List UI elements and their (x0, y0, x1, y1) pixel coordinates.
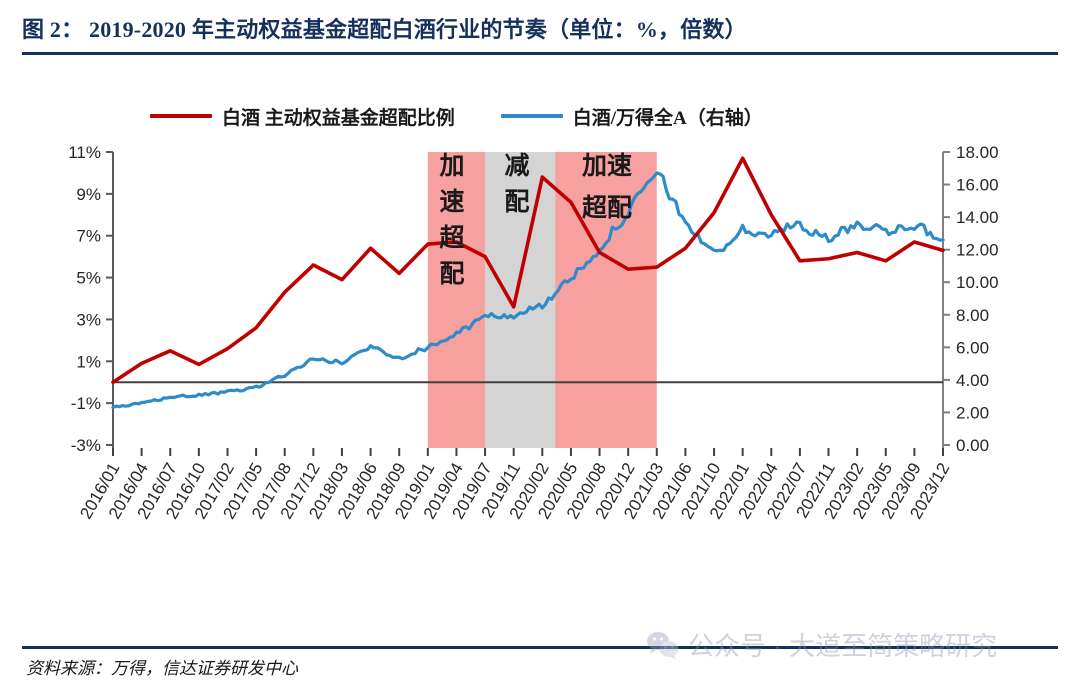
y-left-tick-label: -3% (71, 436, 101, 455)
band-annotation-text: 配 (439, 260, 464, 288)
y-right-tick-label: 10.00 (956, 273, 999, 292)
y-left-tick-label: 3% (76, 310, 101, 329)
band-annotation-text: 减 (504, 152, 529, 180)
y-right-tick-label: 6.00 (956, 338, 989, 357)
title-divider (22, 52, 1058, 55)
band-annotation-text: 加 (438, 152, 464, 180)
footer-divider (22, 646, 1058, 649)
band-annotation-text: 加速 (581, 152, 632, 180)
y-left-tick-label: -1% (71, 394, 101, 413)
y-left-tick-label: 7% (76, 227, 101, 246)
y-right-tick-label: 12.00 (956, 241, 999, 260)
y-right-tick-label: 0.00 (956, 436, 989, 455)
y-right-tick-label: 4.00 (956, 371, 989, 390)
y-left-tick-label: 1% (76, 352, 101, 371)
line-swatch-icon (500, 114, 563, 118)
legend-item-1[interactable]: 白酒/万得全A（右轴） (500, 103, 763, 130)
chart-legend: 白酒 主动权益基金超配比例 白酒/万得全A（右轴） (150, 96, 950, 136)
series-group (111, 156, 945, 410)
y-left-tick-label: 11% (68, 143, 101, 162)
band-annotation-text: 超 (439, 223, 465, 252)
wechat-icon (647, 631, 679, 659)
watermark: 公众号 · 大道至简策略研究 (646, 626, 997, 663)
shaded-band (427, 152, 486, 448)
y-left-tick-label: 9% (76, 185, 101, 204)
chart-svg: 11% 9% 7% 5% 3% 1% -1% -3% 18.00 16.00 14.00 12.00 1… (68, 143, 999, 522)
y-right-tick-label: 14.00 (956, 208, 999, 227)
y-right-tick-label: 8.00 (956, 306, 989, 325)
axes-group (106, 151, 950, 456)
watermark-text: 公众号 · 大道至简策略研究 (688, 631, 998, 661)
y-right-tick-label: 18.00 (956, 143, 999, 162)
chart-area: 11% 9% 7% 5% 3% 1% -1% -3% 18.00 16.00 14.00 12.00 1… (0, 140, 1080, 540)
band-annotation-text: 超配 (582, 193, 632, 222)
page-title: 图 2： 2019-2020 年主动权益基金超配白酒行业的节奏（单位：%，倍数） (22, 17, 747, 42)
legend-label-1: 白酒/万得全A（右轴） (572, 107, 763, 129)
y-right-tick-label: 2.00 (956, 403, 989, 422)
figure-title-bar: 图 2： 2019-2020 年主动权益基金超配白酒行业的节奏（单位：%，倍数） (22, 6, 1062, 50)
band-annotation-text: 配 (504, 188, 529, 216)
shaded-band (485, 152, 556, 448)
series-line-blue (111, 171, 945, 410)
line-swatch-icon (150, 114, 212, 118)
series-line-red (111, 156, 945, 385)
source-note: 资料来源：万得，信达证券研发中心 (26, 659, 298, 678)
legend-label-0: 白酒 主动权益基金超配比例 (222, 107, 455, 129)
y-right-tick-label: 16.00 (956, 176, 999, 195)
legend-item-0[interactable]: 白酒 主动权益基金超配比例 (150, 103, 455, 130)
band-annotation-text: 速 (439, 188, 464, 216)
y-left-tick-label: 5% (76, 269, 101, 288)
